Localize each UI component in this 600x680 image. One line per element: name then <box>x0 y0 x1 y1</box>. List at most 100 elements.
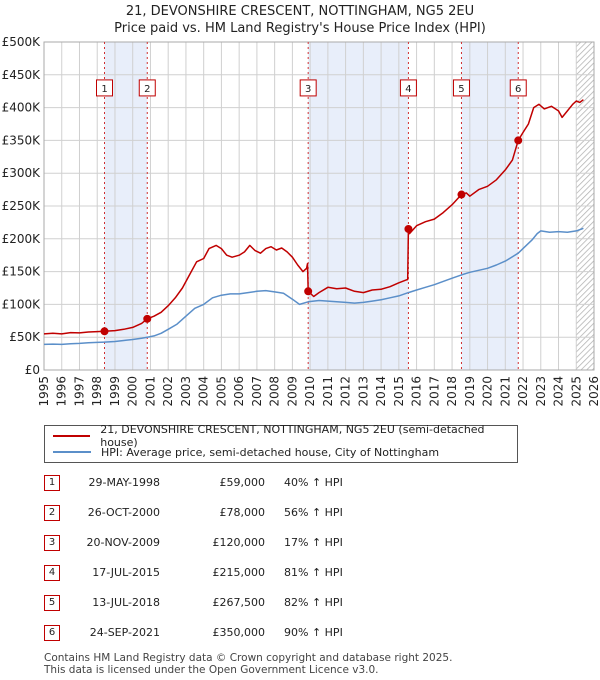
sale-point <box>143 314 152 323</box>
sale-marker-label: 2 <box>144 84 150 95</box>
sale-hpi-change: 82% ↑ HPI <box>284 596 343 609</box>
x-tick-label: 2023 <box>534 376 548 407</box>
x-tick-label: 2006 <box>232 376 246 407</box>
x-tick-label: 2021 <box>498 376 512 407</box>
sale-marker-label: 4 <box>405 84 411 95</box>
x-tick-label: 1997 <box>72 376 86 407</box>
x-tick-label: 2000 <box>126 376 140 407</box>
table-row: 5 13-JUL-2018 £267,500 82% ↑ HPI <box>0 592 600 616</box>
y-tick-label: £50K <box>9 330 41 344</box>
x-tick-label: 2010 <box>303 376 317 407</box>
table-row: 4 17-JUL-2015 £215,000 81% ↑ HPI <box>0 562 600 586</box>
chart-title: 21, DEVONSHIRE CRESCENT, NOTTINGHAM, NG5… <box>125 4 475 19</box>
sale-number-badge: 1 <box>44 475 60 491</box>
y-tick-label: £100K <box>2 297 42 311</box>
y-tick-label: £350K <box>2 133 42 147</box>
sale-price: £215,000 <box>212 566 266 579</box>
sale-marker-box <box>399 79 417 97</box>
x-tick-label: 2009 <box>285 376 299 407</box>
x-tick-label: 1999 <box>108 376 122 407</box>
sale-marker-label: 6 <box>515 84 521 95</box>
x-tick-label: 2017 <box>427 376 441 407</box>
x-tick-label: 1998 <box>90 376 104 407</box>
table-row: 6 24-SEP-2021 £350,000 90% ↑ HPI <box>0 622 600 646</box>
sale-marker-box <box>96 79 113 97</box>
footer-attribution: Contains HM Land Registry data © Crown c… <box>44 652 452 676</box>
sale-number-badge: 3 <box>44 535 60 551</box>
y-tick-label: £450K <box>2 68 42 82</box>
x-tick-label: 2020 <box>481 376 495 407</box>
x-tick-label: 2012 <box>339 376 353 407</box>
x-tick-label: 2001 <box>143 376 157 407</box>
sale-date: 24-SEP-2021 <box>89 626 160 639</box>
x-tick-label: 2015 <box>392 376 406 407</box>
sale-date: 29-MAY-1998 <box>88 476 160 489</box>
x-tick-label: 2026 <box>587 376 600 407</box>
legend-hpi-label: HPI: Average price, semi-detached house,… <box>101 445 440 459</box>
x-tick-label: 2002 <box>161 376 175 407</box>
chart-subtitle: Price paid vs. HM Land Registry's House … <box>114 21 486 36</box>
sale-price: £350,000 <box>212 626 266 639</box>
sale-point <box>100 327 109 336</box>
x-tick-label: 1996 <box>55 376 69 407</box>
legend-property-swatch <box>53 435 91 437</box>
sale-marker-box <box>509 79 527 97</box>
sale-marker-label: 1 <box>101 84 107 95</box>
y-tick-label: £400K <box>2 101 42 115</box>
legend-hpi-swatch <box>53 451 91 453</box>
sale-date: 17-JUL-2015 <box>92 566 160 579</box>
sale-marker-label: 3 <box>305 84 311 95</box>
footer-license: This data is licensed under the Open Gov… <box>44 664 379 676</box>
sale-hpi-change: 90% ↑ HPI <box>284 626 343 639</box>
x-tick-label: 2014 <box>374 376 388 407</box>
x-tick-label: 2024 <box>552 376 566 407</box>
sale-price: £78,000 <box>219 506 266 519</box>
sale-date: 13-JUL-2018 <box>92 596 160 609</box>
y-tick-label: £300K <box>2 166 42 180</box>
x-tick-label: 2005 <box>214 376 228 407</box>
table-row: 2 26-OCT-2000 £78,000 56% ↑ HPI <box>0 502 600 526</box>
sale-point <box>404 224 413 233</box>
x-tick-label: 2018 <box>445 376 459 407</box>
x-tick-label: 2004 <box>197 376 211 407</box>
sale-hpi-change: 40% ↑ HPI <box>284 476 343 489</box>
legend-property: 21, DEVONSHIRE CRESCENT, NOTTINGHAM, NG5… <box>53 423 517 449</box>
x-tick-label: 2011 <box>321 376 335 407</box>
chart-legend: 21, DEVONSHIRE CRESCENT, NOTTINGHAM, NG5… <box>44 423 518 463</box>
table-row: 1 29-MAY-1998 £59,000 40% ↑ HPI <box>0 472 600 496</box>
table-row: 3 20-NOV-2009 £120,000 17% ↑ HPI <box>0 532 600 556</box>
sale-hpi-change: 81% ↑ HPI <box>284 566 343 579</box>
sale-date: 26-OCT-2000 <box>87 506 160 519</box>
x-tick-label: 2007 <box>250 376 264 407</box>
x-tick-label: 2016 <box>410 376 424 407</box>
x-tick-label: 2003 <box>179 376 193 407</box>
sale-price: £267,500 <box>212 596 266 609</box>
sale-date: 20-NOV-2009 <box>86 536 160 549</box>
sale-marker-box <box>452 79 470 97</box>
sale-marker-box <box>299 79 317 97</box>
x-tick-label: 2022 <box>516 376 530 407</box>
sale-number-badge: 5 <box>44 595 60 611</box>
footer-copyright: Contains HM Land Registry data © Crown c… <box>44 652 453 664</box>
sale-hpi-change: 17% ↑ HPI <box>284 536 343 549</box>
y-tick-label: £200K <box>2 232 42 246</box>
y-tick-label: £250K <box>2 199 42 213</box>
x-tick-label: 2025 <box>569 376 583 407</box>
sale-number-badge: 4 <box>44 565 60 581</box>
sale-number-badge: 6 <box>44 625 60 641</box>
sale-point <box>304 287 313 296</box>
sale-point <box>457 190 466 199</box>
y-tick-label: £150K <box>2 265 42 279</box>
y-tick-label: £0 <box>25 363 40 377</box>
sale-hpi-change: 56% ↑ HPI <box>284 506 343 519</box>
sale-price: £120,000 <box>212 536 266 549</box>
price-chart: £0 £50K £100K £150K £200K £250K £300K £350K £400… <box>2 35 600 407</box>
sale-point <box>514 136 523 145</box>
hpi-line <box>43 227 584 346</box>
x-tick-label: 1995 <box>37 376 51 407</box>
sale-marker-box <box>138 79 156 97</box>
sale-marker-label: 5 <box>458 84 464 95</box>
sale-number-badge: 2 <box>44 505 60 521</box>
x-tick-label: 2008 <box>268 376 282 407</box>
x-tick-label: 2013 <box>356 376 370 407</box>
